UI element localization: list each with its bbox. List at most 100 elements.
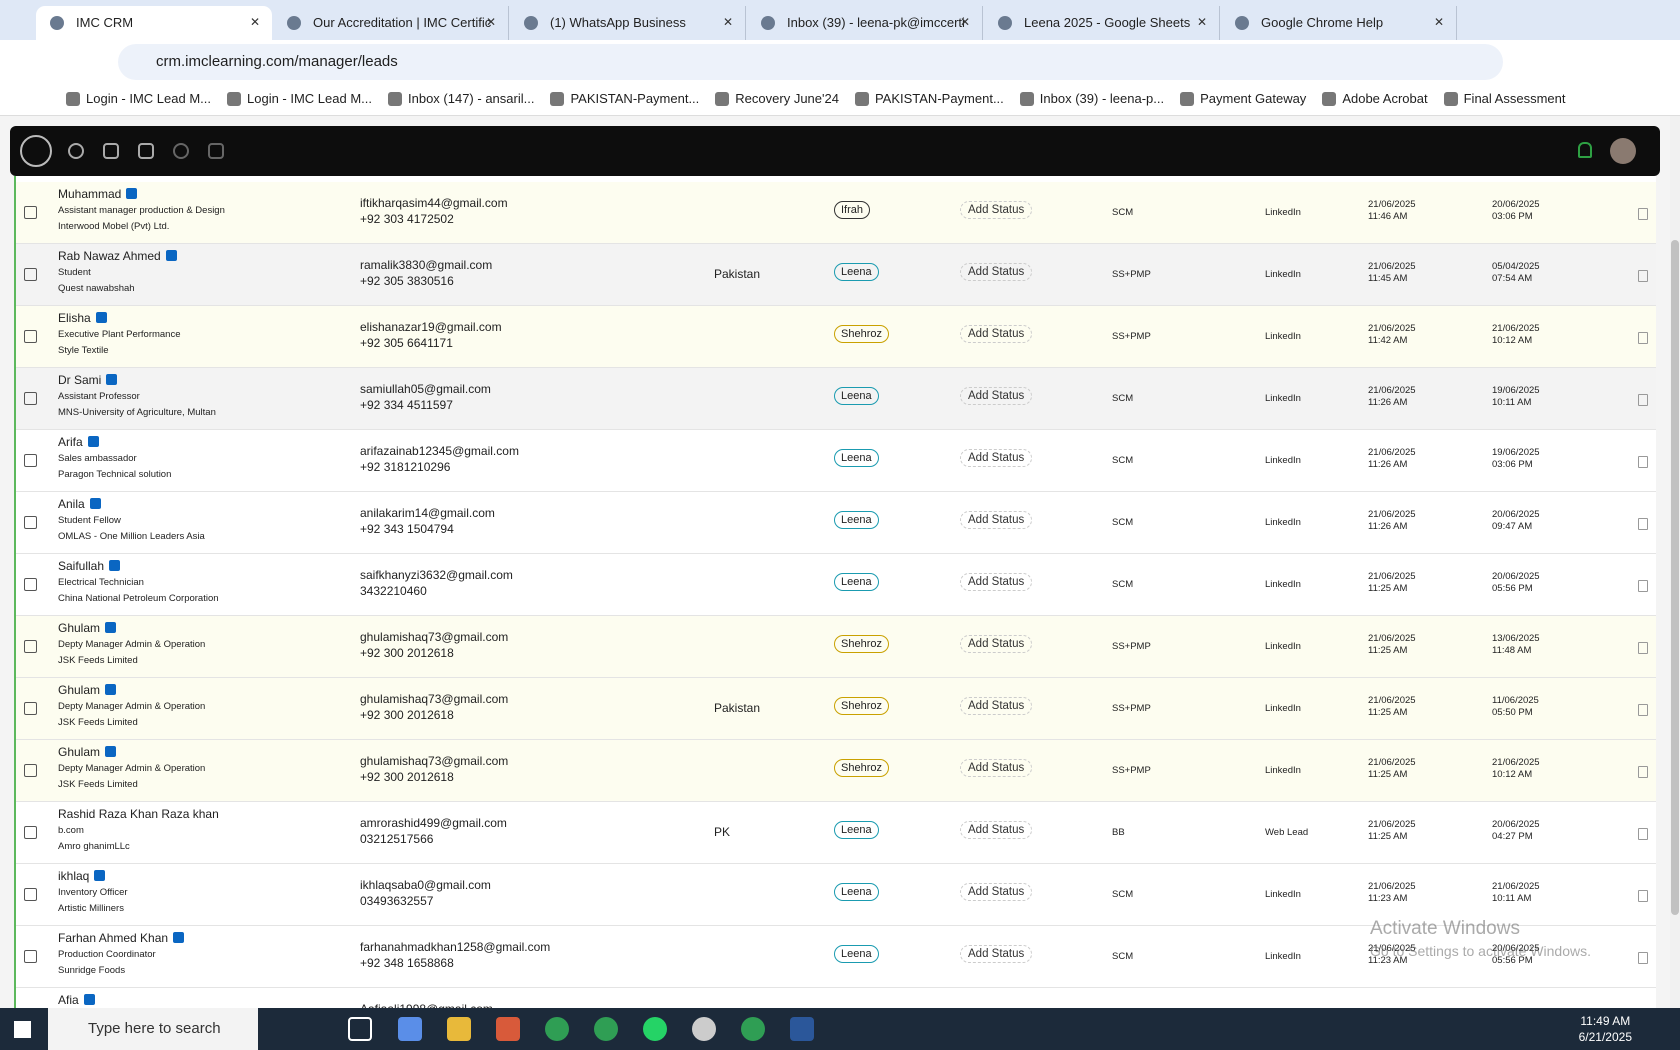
start-button[interactable]: [14, 1021, 31, 1038]
owner-badge[interactable]: Ifrah: [834, 201, 871, 219]
copilot[interactable]: [398, 1017, 422, 1041]
bookmark[interactable]: PAKISTAN-Payment...: [546, 84, 711, 115]
lead-name[interactable]: Arifa: [58, 435, 99, 449]
checkbox[interactable]: [24, 268, 37, 281]
checkbox[interactable]: [24, 764, 37, 777]
status-button[interactable]: Add Status: [960, 511, 1033, 529]
lead-row[interactable]: Rashid Raza Khan Raza khan b.com Amro ghan…: [16, 802, 1656, 864]
clock[interactable]: 11:49 AM 6/21/2025: [1579, 1013, 1632, 1045]
whatsapp[interactable]: [643, 1017, 667, 1041]
owner-badge[interactable]: Leena: [834, 387, 879, 405]
lead-name[interactable]: Muhammad: [58, 187, 138, 201]
explorer[interactable]: [447, 1017, 471, 1041]
word[interactable]: [790, 1017, 814, 1041]
status-button[interactable]: Add Status: [960, 573, 1033, 591]
note-icon[interactable]: [1638, 456, 1648, 468]
owner-badge[interactable]: Leena: [834, 263, 879, 281]
lead-name[interactable]: Rashid Raza Khan Raza khan: [58, 807, 219, 821]
tab[interactable]: IMC CRM: [36, 6, 272, 40]
lead-row[interactable]: Ghulam Depty Manager Admin & Operation JSK…: [16, 678, 1656, 740]
note-icon[interactable]: [1638, 766, 1648, 778]
note-icon[interactable]: [1638, 270, 1648, 282]
search-box[interactable]: Type here to search: [48, 1008, 258, 1050]
status-button[interactable]: Add Status: [960, 697, 1033, 715]
avatar[interactable]: [1610, 138, 1636, 164]
checkbox[interactable]: [24, 392, 37, 405]
status-button[interactable]: Add Status: [960, 387, 1033, 405]
checkbox[interactable]: [24, 206, 37, 219]
checkbox[interactable]: [24, 578, 37, 591]
status-button[interactable]: Add Status: [960, 635, 1033, 653]
chrome[interactable]: [594, 1017, 618, 1041]
lead-row[interactable]: Dr Sami Assistant Professor MNS-University…: [16, 368, 1656, 430]
lead-name[interactable]: ikhlaq: [58, 869, 106, 883]
status-button[interactable]: Add Status: [960, 883, 1033, 901]
checkbox[interactable]: [24, 826, 37, 839]
note-icon[interactable]: [1638, 332, 1648, 344]
tab[interactable]: Our Accreditation | IMC Certific: [273, 6, 509, 40]
lead-name[interactable]: Ghulam: [58, 745, 117, 759]
bookmark[interactable]: Login - IMC Lead M...: [62, 84, 223, 115]
status-button[interactable]: Add Status: [960, 759, 1033, 777]
lead-name[interactable]: Farhan Ahmed Khan: [58, 931, 185, 945]
checkbox[interactable]: [24, 516, 37, 529]
status-button[interactable]: Add Status: [960, 821, 1033, 839]
note-icon[interactable]: [1638, 642, 1648, 654]
checkbox[interactable]: [24, 330, 37, 343]
owner-badge[interactable]: Leena: [834, 573, 879, 591]
lead-row[interactable]: Elisha Executive Plant Performance Style T…: [16, 306, 1656, 368]
owner-badge[interactable]: Shehroz: [834, 759, 889, 777]
lead-row[interactable]: Saifullah Electrical Technician China Nati…: [16, 554, 1656, 616]
checkbox[interactable]: [24, 640, 37, 653]
note-icon[interactable]: [1638, 580, 1648, 592]
owner-badge[interactable]: Shehroz: [834, 325, 889, 343]
lead-name[interactable]: Afia: [58, 993, 95, 1007]
note-icon[interactable]: [1638, 208, 1648, 220]
bookmark[interactable]: Inbox (147) - ansaril...: [384, 84, 546, 115]
owner-badge[interactable]: Leena: [834, 821, 879, 839]
lead-row[interactable]: Muhammad Assistant manager production & D…: [16, 182, 1656, 244]
chrome[interactable]: [741, 1017, 765, 1041]
task-view[interactable]: [348, 1017, 372, 1041]
status-button[interactable]: Add Status: [960, 263, 1033, 281]
calendar-icon[interactable]: [103, 143, 119, 159]
note-icon[interactable]: [1638, 828, 1648, 840]
lead-row[interactable]: Anila Student Fellow OMLAS - One Million L…: [16, 492, 1656, 554]
lead-row[interactable]: ikhlaq Inventory Officer Artistic Milliner…: [16, 864, 1656, 926]
note-icon[interactable]: [1638, 394, 1648, 406]
bookmark[interactable]: Login - IMC Lead M...: [223, 84, 384, 115]
owner-badge[interactable]: Leena: [834, 945, 879, 963]
user-icon[interactable]: [173, 143, 189, 159]
app[interactable]: [692, 1017, 716, 1041]
owner-badge[interactable]: Shehroz: [834, 635, 889, 653]
checkbox[interactable]: [24, 888, 37, 901]
scroll-thumb[interactable]: [1671, 240, 1679, 915]
lead-name[interactable]: Saifullah: [58, 559, 121, 573]
lead-name[interactable]: Dr Sami: [58, 373, 118, 387]
url-field[interactable]: crm.imclearning.com/manager/leads: [118, 44, 1503, 80]
lead-row[interactable]: Afia Aafiaali1998@gmail.com: [16, 988, 1656, 1008]
bookmark[interactable]: PAKISTAN-Payment...: [851, 84, 1016, 115]
owner-badge[interactable]: Leena: [834, 511, 879, 529]
checkbox[interactable]: [24, 702, 37, 715]
checkbox[interactable]: [24, 454, 37, 467]
tab[interactable]: Leena 2025 - Google Sheets: [984, 6, 1220, 40]
lead-row[interactable]: Arifa Sales ambassador Paragon Technical s…: [16, 430, 1656, 492]
lead-row[interactable]: Farhan Ahmed Khan Production Coordinator S…: [16, 926, 1656, 988]
note-icon[interactable]: [1638, 952, 1648, 964]
bookmark[interactable]: Inbox (39) - leena-p...: [1016, 84, 1176, 115]
tab[interactable]: Inbox (39) - leena-pk@imccerti: [747, 6, 983, 40]
owner-badge[interactable]: Leena: [834, 449, 879, 467]
status-button[interactable]: Add Status: [960, 325, 1033, 343]
bookmark[interactable]: Final Assessment: [1440, 84, 1578, 115]
owner-badge[interactable]: Shehroz: [834, 697, 889, 715]
bookmark[interactable]: Recovery June'24: [711, 84, 851, 115]
lead-name[interactable]: Ghulam: [58, 621, 117, 635]
status-button[interactable]: Add Status: [960, 449, 1033, 467]
note-icon[interactable]: [1638, 704, 1648, 716]
tab[interactable]: Google Chrome Help: [1221, 6, 1457, 40]
status-button[interactable]: Add Status: [960, 945, 1033, 963]
bell-icon[interactable]: [1578, 142, 1592, 158]
note-icon[interactable]: [1638, 890, 1648, 902]
owner-badge[interactable]: Leena: [834, 883, 879, 901]
